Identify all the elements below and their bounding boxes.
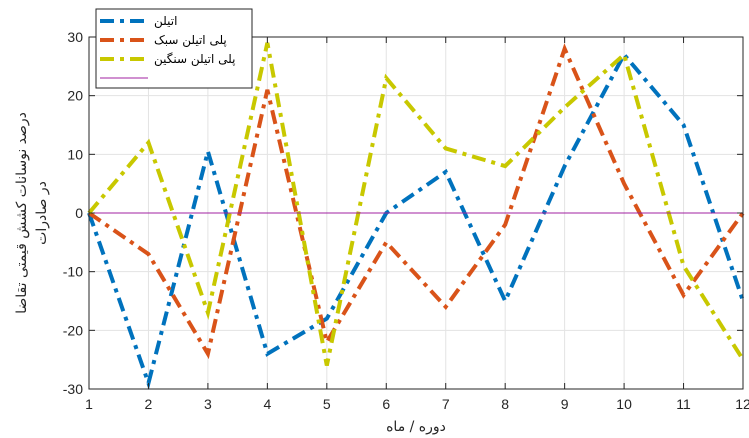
x-tick-label: 8 bbox=[501, 396, 509, 412]
legend: اتیلن پلی اتیلن سبک پلی اتیلن سنگین bbox=[95, 8, 253, 89]
y-tick-label: -20 bbox=[63, 322, 83, 338]
x-axis-title: دوره / ماه bbox=[386, 419, 446, 435]
series-lines bbox=[87, 42, 745, 391]
y-tick-label: 20 bbox=[67, 88, 83, 104]
series-line-2 bbox=[87, 43, 745, 360]
y-tick-label: -10 bbox=[63, 264, 83, 280]
legend-label-1: اتیلن bbox=[154, 14, 177, 29]
y-tick-label: 30 bbox=[67, 29, 83, 45]
y-tick-label: -30 bbox=[63, 381, 83, 397]
legend-label-3: پلی اتیلن سنگین bbox=[154, 52, 235, 67]
y-tick-label: 0 bbox=[75, 205, 83, 221]
x-tick-label: 12 bbox=[735, 396, 749, 412]
x-tick-label: 5 bbox=[323, 396, 331, 412]
y-axis-title: درصد نوسانات کشش قیمتی تقاضا در صادرات bbox=[14, 112, 50, 314]
x-tick-label: 6 bbox=[382, 396, 390, 412]
x-tick-label: 4 bbox=[263, 396, 271, 412]
legend-label-2: پلی اتیلن سبک bbox=[154, 33, 227, 48]
series-line-3 bbox=[87, 42, 745, 366]
y-tick-label: 10 bbox=[67, 146, 83, 162]
series-line-1 bbox=[87, 51, 745, 391]
y-axis-title-line-2: در صادرات bbox=[34, 181, 50, 245]
x-tick-label: 2 bbox=[145, 396, 153, 412]
x-tick-label: 3 bbox=[204, 396, 212, 412]
x-tick-label: 9 bbox=[561, 396, 569, 412]
y-axis-title-line-1: درصد نوسانات کشش قیمتی تقاضا bbox=[14, 112, 30, 314]
x-tick-label: 7 bbox=[442, 396, 450, 412]
x-tick-label: 10 bbox=[616, 396, 632, 412]
x-tick-label: 1 bbox=[85, 396, 93, 412]
x-tick-label: 11 bbox=[676, 396, 691, 412]
